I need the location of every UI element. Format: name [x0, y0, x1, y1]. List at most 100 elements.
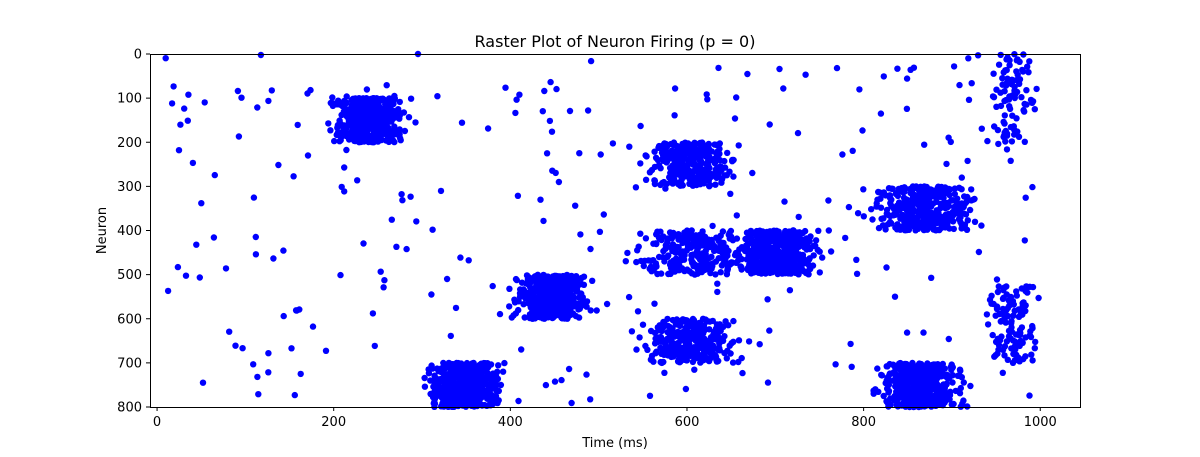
spike-point [696, 240, 704, 247]
spike-point [646, 169, 654, 176]
spike-point [694, 147, 702, 154]
spike-point [751, 230, 758, 237]
spike-point [901, 218, 908, 226]
spike-point [576, 150, 583, 157]
spike-point [450, 371, 457, 378]
spike-point [799, 253, 806, 260]
spike-point [924, 377, 931, 385]
spike-point [1005, 297, 1012, 304]
spike-point [516, 91, 523, 98]
spike-point [639, 321, 647, 328]
spike-point [907, 374, 914, 382]
spike-point [799, 230, 806, 237]
spike-point [553, 85, 560, 93]
spike-point [374, 100, 382, 108]
spike-point [650, 257, 657, 264]
spike-point [827, 248, 835, 255]
spike-point [696, 231, 704, 238]
spike-point [686, 268, 693, 275]
spike-point [1032, 338, 1039, 346]
spike-point [942, 212, 949, 219]
spike-point [1026, 58, 1033, 65]
spike-point [514, 192, 522, 199]
spike-point [405, 114, 413, 121]
spike-point [626, 143, 633, 150]
spike-point [681, 267, 688, 274]
spike-point [733, 235, 741, 242]
chart-title: Raster Plot of Neuron Firing (p = 0) [475, 32, 756, 51]
spike-point [587, 57, 595, 65]
spike-point [536, 293, 543, 301]
spike-point [654, 270, 661, 278]
spike-point [907, 66, 914, 74]
spike-point [679, 182, 686, 189]
spike-point [653, 240, 660, 248]
spike-point [589, 277, 596, 284]
spike-point [803, 268, 810, 276]
spike-point [999, 369, 1006, 376]
spike-point [959, 202, 966, 209]
spike-point [647, 327, 655, 335]
spike-point [903, 196, 910, 203]
spike-point [842, 234, 849, 242]
spike-point [632, 184, 640, 191]
y-tick-label: 0 [134, 48, 142, 63]
spike-point [327, 99, 334, 107]
spike-point [456, 378, 463, 385]
spike-point [662, 242, 669, 249]
spike-point [657, 334, 664, 342]
spike-point [907, 185, 914, 193]
spike-point [991, 123, 998, 130]
spike-point [528, 301, 535, 309]
spike-point [431, 403, 438, 410]
spike-point [185, 91, 192, 98]
spike-point [659, 179, 666, 187]
spike-point [877, 195, 884, 202]
spike-point [688, 227, 695, 234]
spike-point [707, 265, 715, 272]
spike-point [250, 361, 257, 368]
spike-point [677, 350, 685, 357]
spike-point [898, 184, 905, 192]
spike-point [1001, 343, 1009, 350]
spike-point [918, 206, 926, 213]
spike-point [574, 282, 581, 290]
spike-point [806, 245, 814, 253]
spike-point [949, 208, 956, 216]
spike-point [252, 233, 259, 241]
spike-point [452, 304, 460, 312]
spike-point [1007, 157, 1014, 164]
spike-point [694, 270, 701, 277]
spike-point [936, 226, 943, 234]
spike-point [486, 401, 493, 408]
spike-point [900, 390, 908, 397]
spike-point [379, 109, 386, 117]
spike-point [682, 163, 690, 170]
spike-point [182, 272, 190, 279]
spike-point [729, 156, 736, 164]
spike-point [956, 184, 963, 191]
spike-point [999, 295, 1007, 302]
spike-point [543, 150, 551, 157]
spike-point [939, 202, 946, 210]
spike-point [712, 352, 719, 359]
spike-point [984, 321, 992, 328]
spike-point [707, 242, 714, 250]
spike-point [381, 277, 388, 284]
spike-point [398, 191, 405, 198]
spike-point [391, 123, 398, 130]
spike-point [751, 262, 759, 270]
spike-point [1008, 80, 1015, 88]
spike-point [674, 261, 681, 268]
spike-point [351, 98, 358, 106]
y-axis-label: Neuron [95, 207, 110, 254]
spike-point [860, 186, 867, 193]
spike-point [457, 254, 464, 261]
spike-point [265, 350, 272, 357]
spike-point [184, 117, 191, 124]
spike-point [447, 398, 454, 405]
spike-point [679, 151, 686, 158]
spike-point [708, 253, 715, 260]
spike-point [669, 241, 677, 248]
spike-point [960, 210, 967, 217]
